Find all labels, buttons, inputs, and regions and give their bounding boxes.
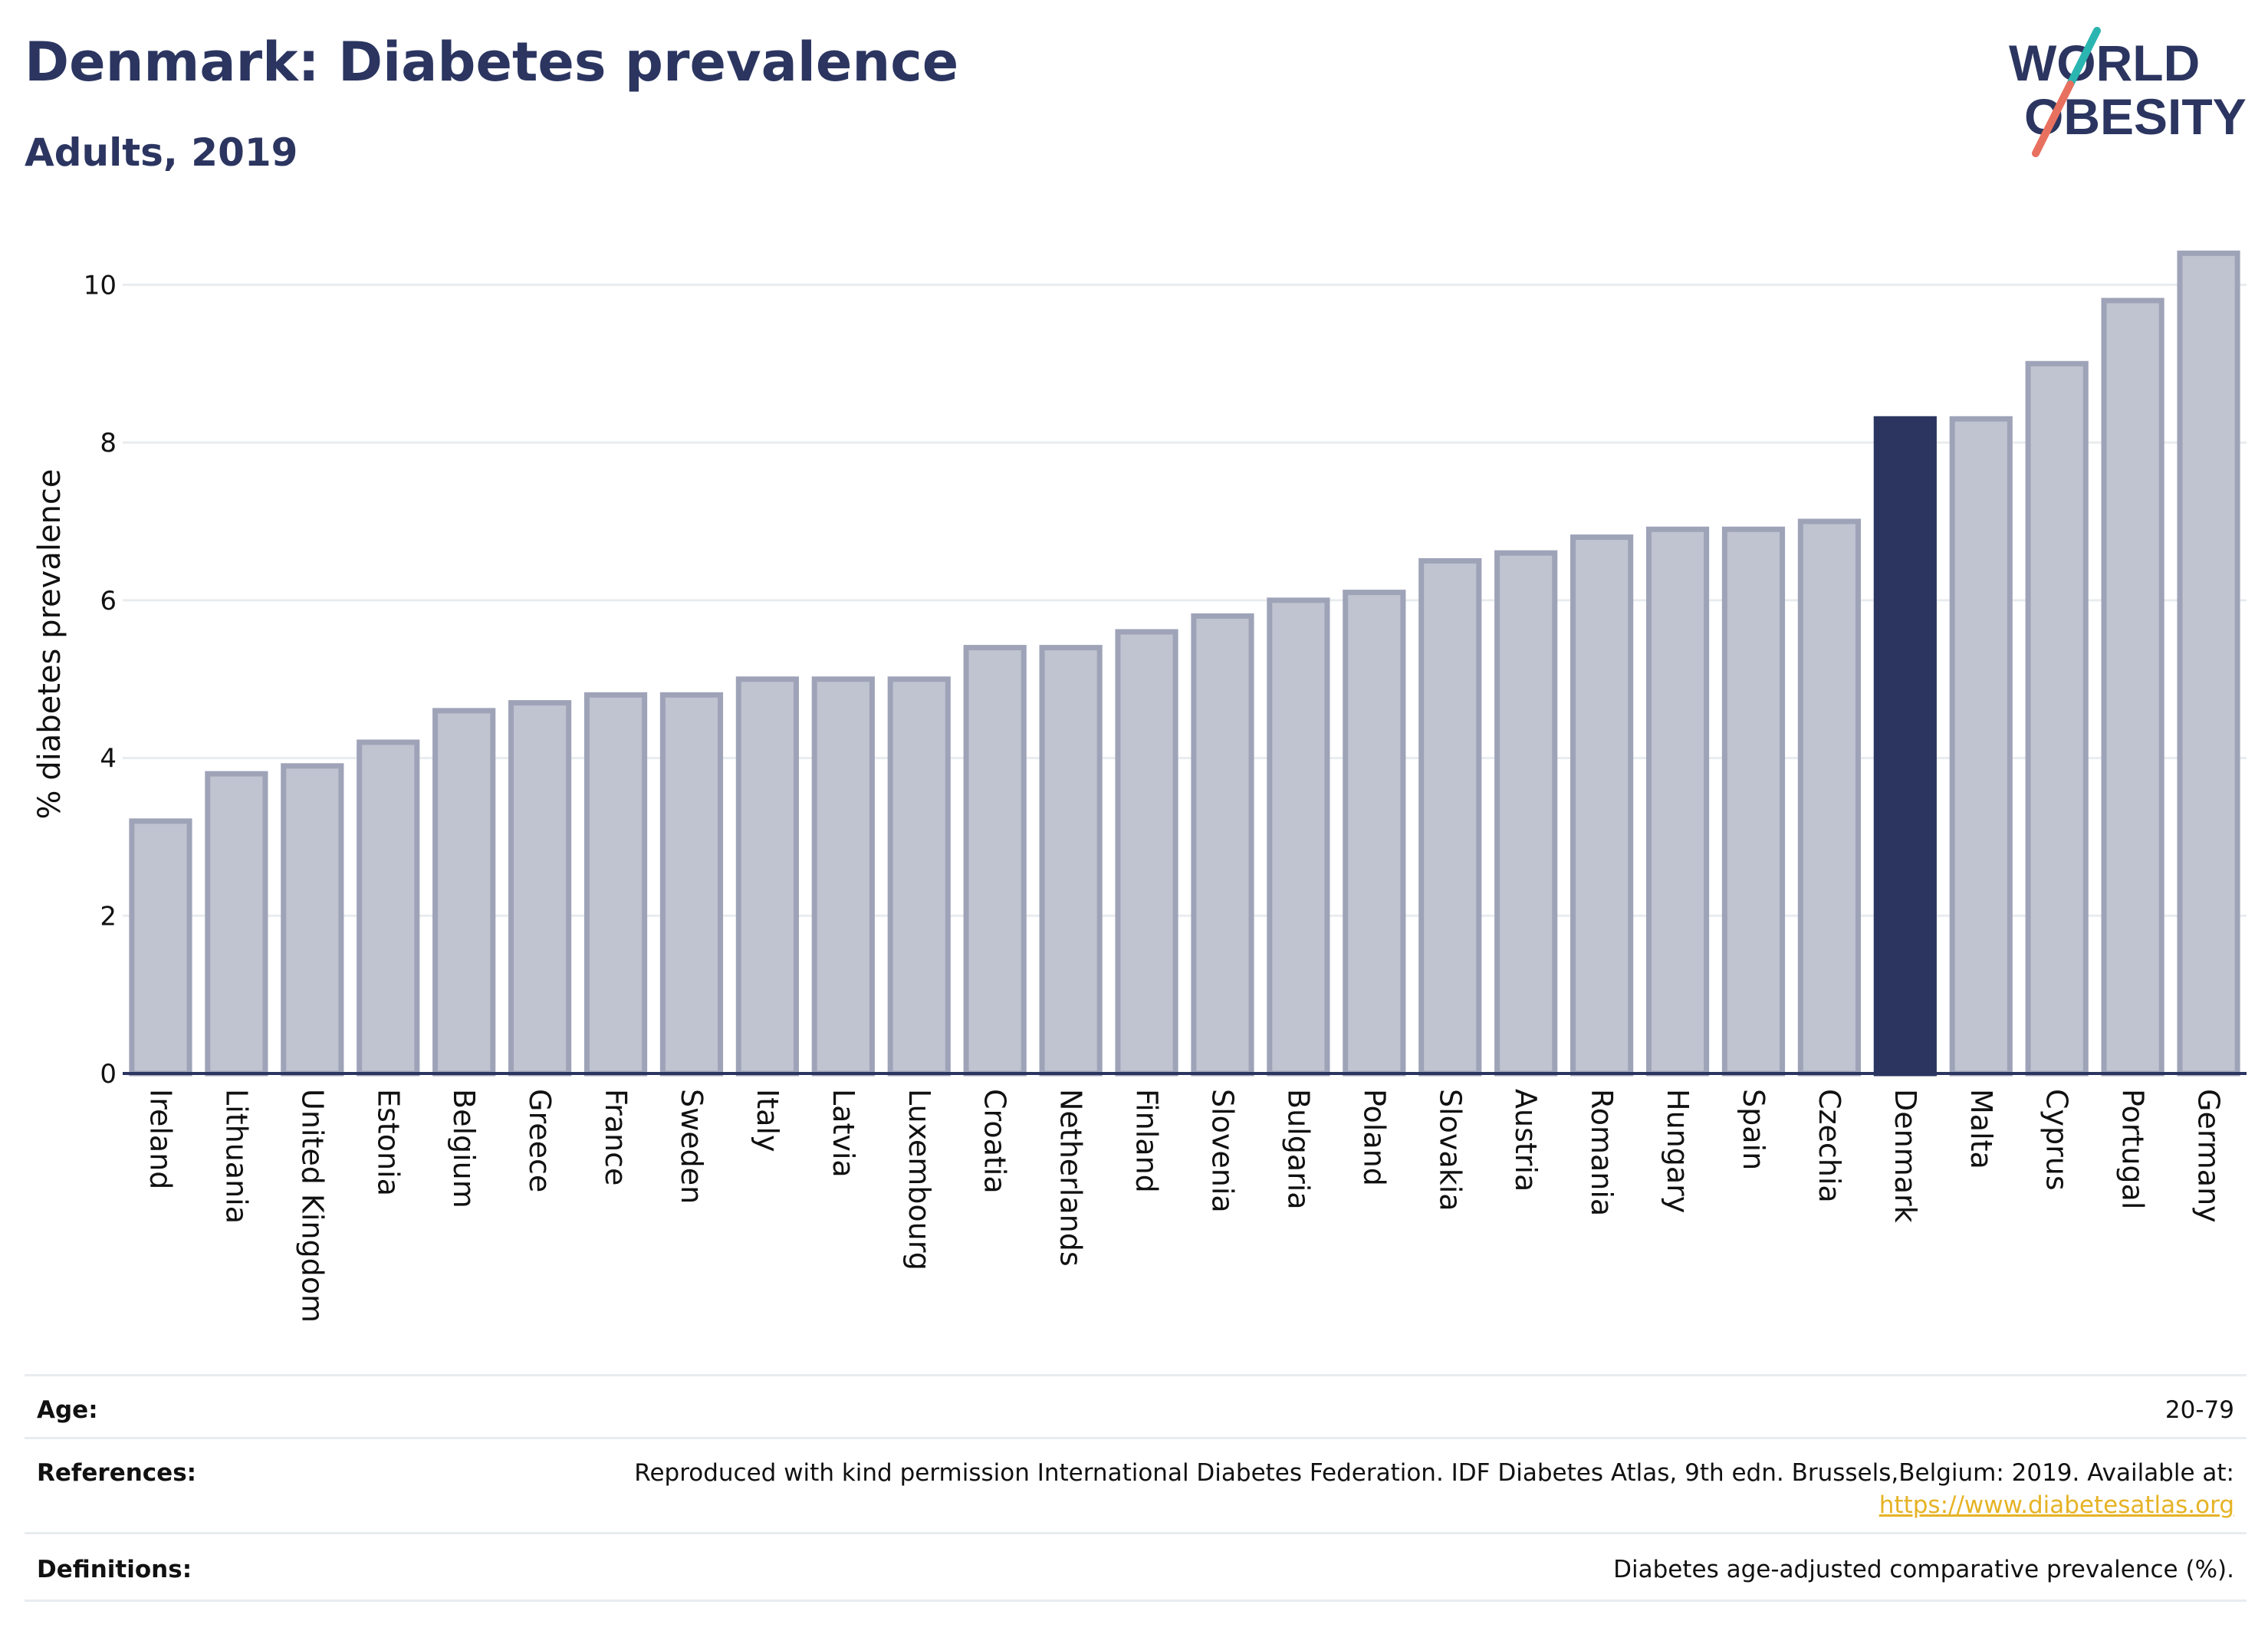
bar: [1797, 518, 1861, 1077]
x-tick-label: Slovakia: [1433, 1089, 1467, 1212]
x-tick-label: Cyprus: [2040, 1089, 2074, 1191]
x-tick-label: Lithuania: [219, 1089, 253, 1224]
x-tick-label: Germany: [2192, 1089, 2226, 1223]
bar: [1418, 557, 1482, 1077]
bar: [1115, 629, 1178, 1077]
world-obesity-logo: WORLD OBESITY: [2009, 27, 2247, 157]
x-tick-label: Italy: [751, 1089, 784, 1152]
definitions-text: Diabetes age-adjusted comparative preval…: [1613, 1556, 2234, 1583]
footer-row-definitions: Definitions: Diabetes age-adjusted compa…: [25, 1532, 2247, 1600]
bar: [1343, 590, 1406, 1077]
age-value: 20-79: [2164, 1396, 2234, 1424]
bar: [887, 676, 951, 1077]
x-tick-label: Sweden: [675, 1089, 708, 1204]
footer-row-age: Age: 20-79: [25, 1374, 2247, 1438]
bar: [205, 771, 268, 1077]
bar: [811, 676, 875, 1077]
x-tick-label: Greece: [523, 1089, 557, 1192]
x-tick-label: France: [599, 1089, 633, 1185]
x-tick-label: Estonia: [371, 1089, 405, 1196]
y-tick-label: 2: [100, 901, 117, 932]
bar: [508, 700, 572, 1077]
definitions-label: Definitions:: [37, 1556, 192, 1583]
bar: [281, 763, 344, 1077]
bar: [735, 676, 799, 1077]
bar: [432, 708, 496, 1077]
bar: [1494, 550, 1558, 1077]
references-label: References:: [37, 1459, 197, 1487]
bar-chart: 0 2 4 6 8 10 % diabetes prevalence Ireland Lithu…: [32, 250, 2247, 1323]
bar: [659, 692, 724, 1077]
x-tick-label: Slovenia: [1205, 1089, 1239, 1213]
y-tick-label: 10: [84, 270, 117, 301]
bar: [2177, 250, 2240, 1077]
bar: [1645, 526, 1710, 1077]
bar: [357, 739, 420, 1077]
x-tick-label: United Kingdom: [295, 1089, 329, 1323]
bar: [1949, 416, 2013, 1077]
references-text: Reproduced with kind permission Internat…: [634, 1459, 2234, 1487]
y-tick-label: 6: [100, 586, 117, 616]
bar: [2101, 298, 2164, 1077]
page-subtitle: Adults, 2019: [25, 130, 298, 175]
bar: [1039, 645, 1103, 1077]
x-tick-label: Portugal: [2116, 1089, 2150, 1209]
x-tick-label: Spain: [1737, 1089, 1770, 1170]
y-tick-label: 4: [100, 744, 117, 774]
y-tick-label: 0: [100, 1059, 117, 1090]
x-tick-label: Romania: [1585, 1089, 1619, 1216]
footer-row-references: References: Reproduced with kind permiss…: [25, 1437, 2247, 1533]
x-tick-label: Croatia: [978, 1089, 1012, 1194]
bar: [1570, 534, 1634, 1077]
page-title: Denmark: Diabetes prevalence: [25, 31, 959, 94]
x-tick-label: Netherlands: [1054, 1089, 1088, 1267]
x-tick-label: Hungary: [1661, 1089, 1694, 1213]
x-tick-label: Poland: [1357, 1089, 1391, 1186]
logo-slash-coral: [2032, 81, 2074, 157]
footer-divider: [25, 1599, 2247, 1602]
bar: [129, 818, 192, 1077]
logo-text-world: WORLD: [2009, 35, 2200, 91]
bar: [2025, 360, 2089, 1077]
x-tick-label: Bulgaria: [1281, 1089, 1315, 1210]
y-axis-label: % diabetes prevalence: [32, 469, 67, 819]
references-link[interactable]: https://www.diabetesatlas.org: [1878, 1491, 2234, 1519]
x-tick-label: Czechia: [1813, 1089, 1846, 1203]
x-tick-label: Denmark: [1888, 1089, 1922, 1223]
x-tick-label: Luxembourg: [902, 1089, 936, 1271]
bar: [963, 645, 1027, 1077]
x-tick-label: Belgium: [447, 1089, 481, 1208]
bar: [583, 692, 648, 1077]
logo-slash-teal: [2066, 27, 2101, 88]
bar: [1721, 526, 1786, 1077]
bar: [1873, 416, 1937, 1077]
x-tick-label: Malta: [1964, 1089, 1998, 1169]
x-tick-label: Finland: [1130, 1089, 1164, 1193]
bar: [1267, 597, 1330, 1077]
x-tick-label: Ireland: [143, 1089, 177, 1189]
age-label: Age:: [37, 1396, 98, 1424]
x-tick-label: Latvia: [827, 1089, 860, 1178]
bar: [1191, 613, 1254, 1077]
x-tick-label: Austria: [1509, 1089, 1543, 1192]
y-tick-label: 8: [100, 428, 117, 459]
